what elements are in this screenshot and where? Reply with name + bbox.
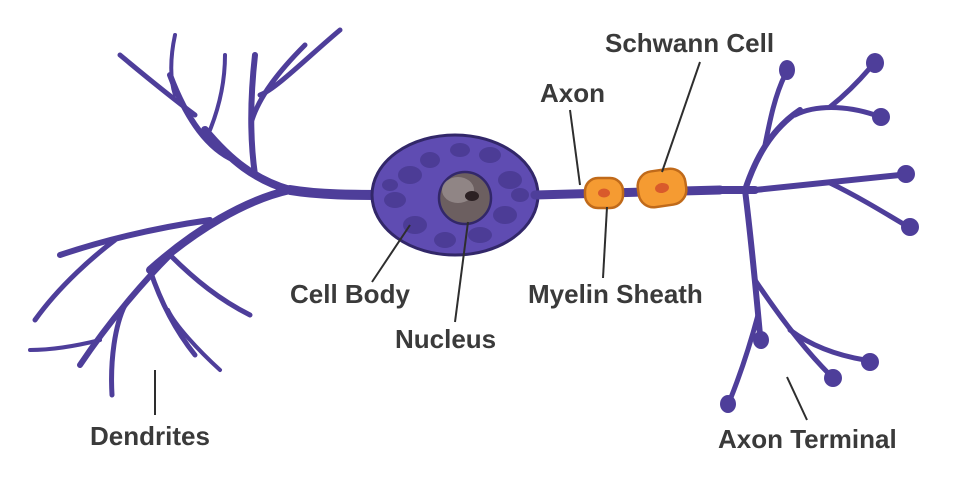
label-schwann-cell: Schwann Cell xyxy=(605,28,774,58)
schwann-cell-1 xyxy=(585,178,623,208)
label-axon: Axon xyxy=(540,78,605,108)
label-cell-body: Cell Body xyxy=(290,279,410,309)
label-dendrites: Dendrites xyxy=(90,421,210,451)
label-axon-terminal: Axon Terminal xyxy=(718,424,897,454)
label-myelin-sheath: Myelin Sheath xyxy=(528,279,703,309)
neuron-diagram: Dendrites Cell Body Nucleus Axon Myelin … xyxy=(0,0,956,500)
nucleus xyxy=(439,172,491,224)
label-nucleus: Nucleus xyxy=(395,324,496,354)
axon xyxy=(535,190,720,195)
schwann-cell-2 xyxy=(636,167,689,209)
dendrites-group xyxy=(30,30,400,395)
myelin-sheath xyxy=(585,167,688,209)
